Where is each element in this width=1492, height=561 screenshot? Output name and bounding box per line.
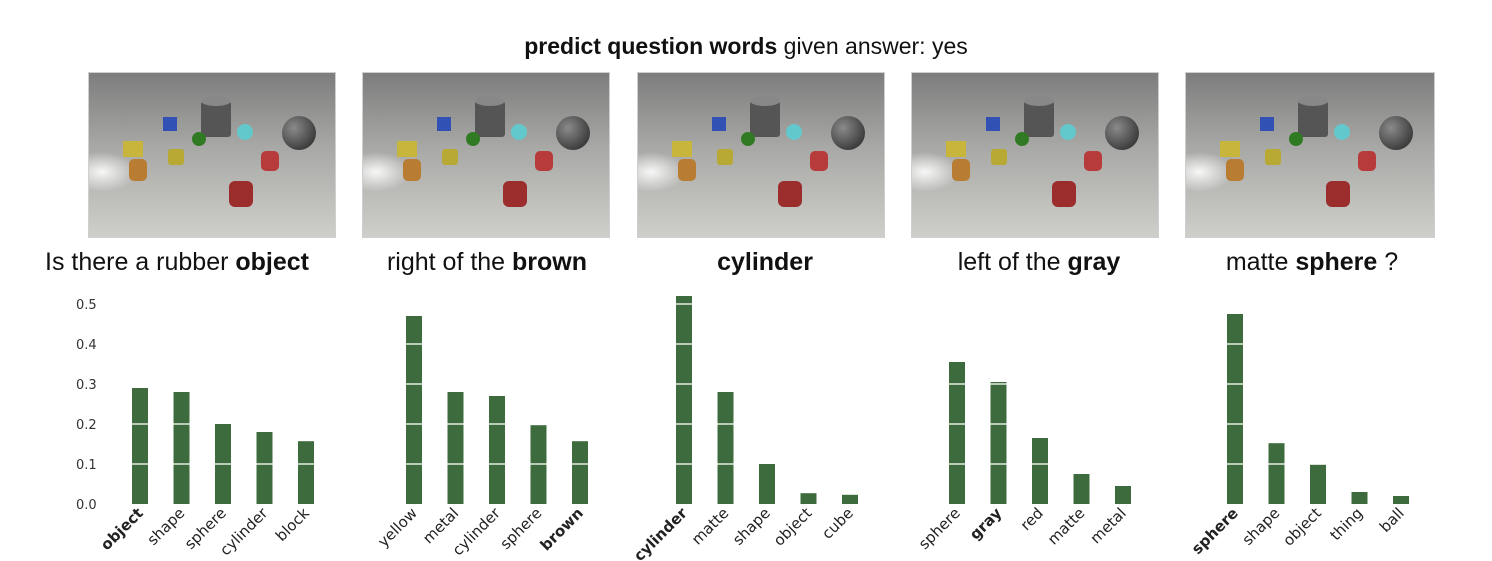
bar-shape bbox=[1268, 443, 1285, 504]
bar-object bbox=[132, 388, 148, 504]
bar-matte bbox=[1073, 474, 1090, 504]
bar-thing bbox=[1351, 492, 1368, 504]
y-tick-label: 0.3 bbox=[76, 378, 97, 393]
title-rest: given answer: yes bbox=[777, 33, 968, 59]
scene-image-5 bbox=[1185, 72, 1435, 238]
category-label-shape: shape bbox=[1239, 504, 1284, 549]
bar-object bbox=[1310, 464, 1326, 504]
category-label-yellow: yellow bbox=[374, 504, 421, 551]
category-label-sphere: sphere bbox=[496, 504, 545, 553]
category-label-cylinder: cylinder bbox=[630, 504, 691, 561]
category-label-gray: gray bbox=[966, 504, 1005, 543]
bar-shape bbox=[173, 392, 190, 504]
category-label-ball: ball bbox=[1376, 504, 1408, 536]
category-label-object: object bbox=[1279, 504, 1324, 549]
category-label-matte: matte bbox=[1044, 504, 1088, 548]
title-bold: predict question words bbox=[524, 33, 778, 59]
bar-metal bbox=[447, 392, 464, 504]
y-tick-label: 0.2 bbox=[76, 418, 97, 433]
bar-red bbox=[1032, 438, 1048, 504]
y-tick-label: 0.0 bbox=[76, 498, 97, 513]
category-label-metal: metal bbox=[1087, 504, 1130, 547]
category-label-object: object bbox=[770, 504, 815, 549]
question-fragment-2: right of the brown bbox=[386, 248, 588, 276]
scene-image-2 bbox=[362, 72, 610, 238]
category-label-matte: matte bbox=[688, 504, 732, 548]
category-label-sphere: sphere bbox=[915, 504, 964, 553]
bar-block bbox=[298, 441, 314, 504]
y-tick-label: 0.5 bbox=[76, 298, 97, 313]
bar-brown bbox=[572, 441, 588, 504]
bar-sphere bbox=[949, 362, 965, 504]
category-label-sphere: sphere bbox=[1188, 504, 1242, 558]
bar-object bbox=[800, 493, 817, 504]
category-label-red: red bbox=[1017, 504, 1047, 534]
category-label-brown: brown bbox=[537, 504, 587, 554]
question-fragment-3: cylinder bbox=[717, 248, 813, 276]
category-label-shape: shape bbox=[729, 504, 774, 549]
question-fragment-4: left of the gray bbox=[957, 248, 1121, 276]
bar-cylinder bbox=[489, 396, 505, 504]
question-fragment-1: Is there a rubber object bbox=[44, 248, 310, 276]
y-tick-label: 0.4 bbox=[76, 338, 97, 353]
bar-sphere bbox=[1227, 314, 1243, 504]
bar-cube bbox=[842, 494, 858, 504]
bar-metal bbox=[1115, 486, 1131, 504]
bar-cylinder bbox=[256, 432, 273, 504]
bar-shape bbox=[759, 464, 775, 504]
scene-image-3 bbox=[637, 72, 885, 238]
category-label-block: block bbox=[272, 504, 313, 545]
bar-cylinder bbox=[676, 296, 692, 504]
category-label-object: object bbox=[97, 504, 147, 554]
category-label-cube: cube bbox=[818, 504, 857, 543]
bar-matte bbox=[717, 392, 734, 504]
category-label-thing: thing bbox=[1326, 504, 1366, 544]
bar-gray bbox=[990, 382, 1007, 504]
scene-image-4 bbox=[911, 72, 1159, 238]
scene-image-1 bbox=[88, 72, 336, 238]
question-fragment-5: matte sphere ? bbox=[1225, 248, 1399, 276]
bar-ball bbox=[1393, 496, 1409, 504]
bar-yellow bbox=[406, 316, 422, 504]
figure-title: predict question words given answer: yes bbox=[0, 33, 1492, 60]
y-tick-label: 0.1 bbox=[76, 458, 97, 473]
